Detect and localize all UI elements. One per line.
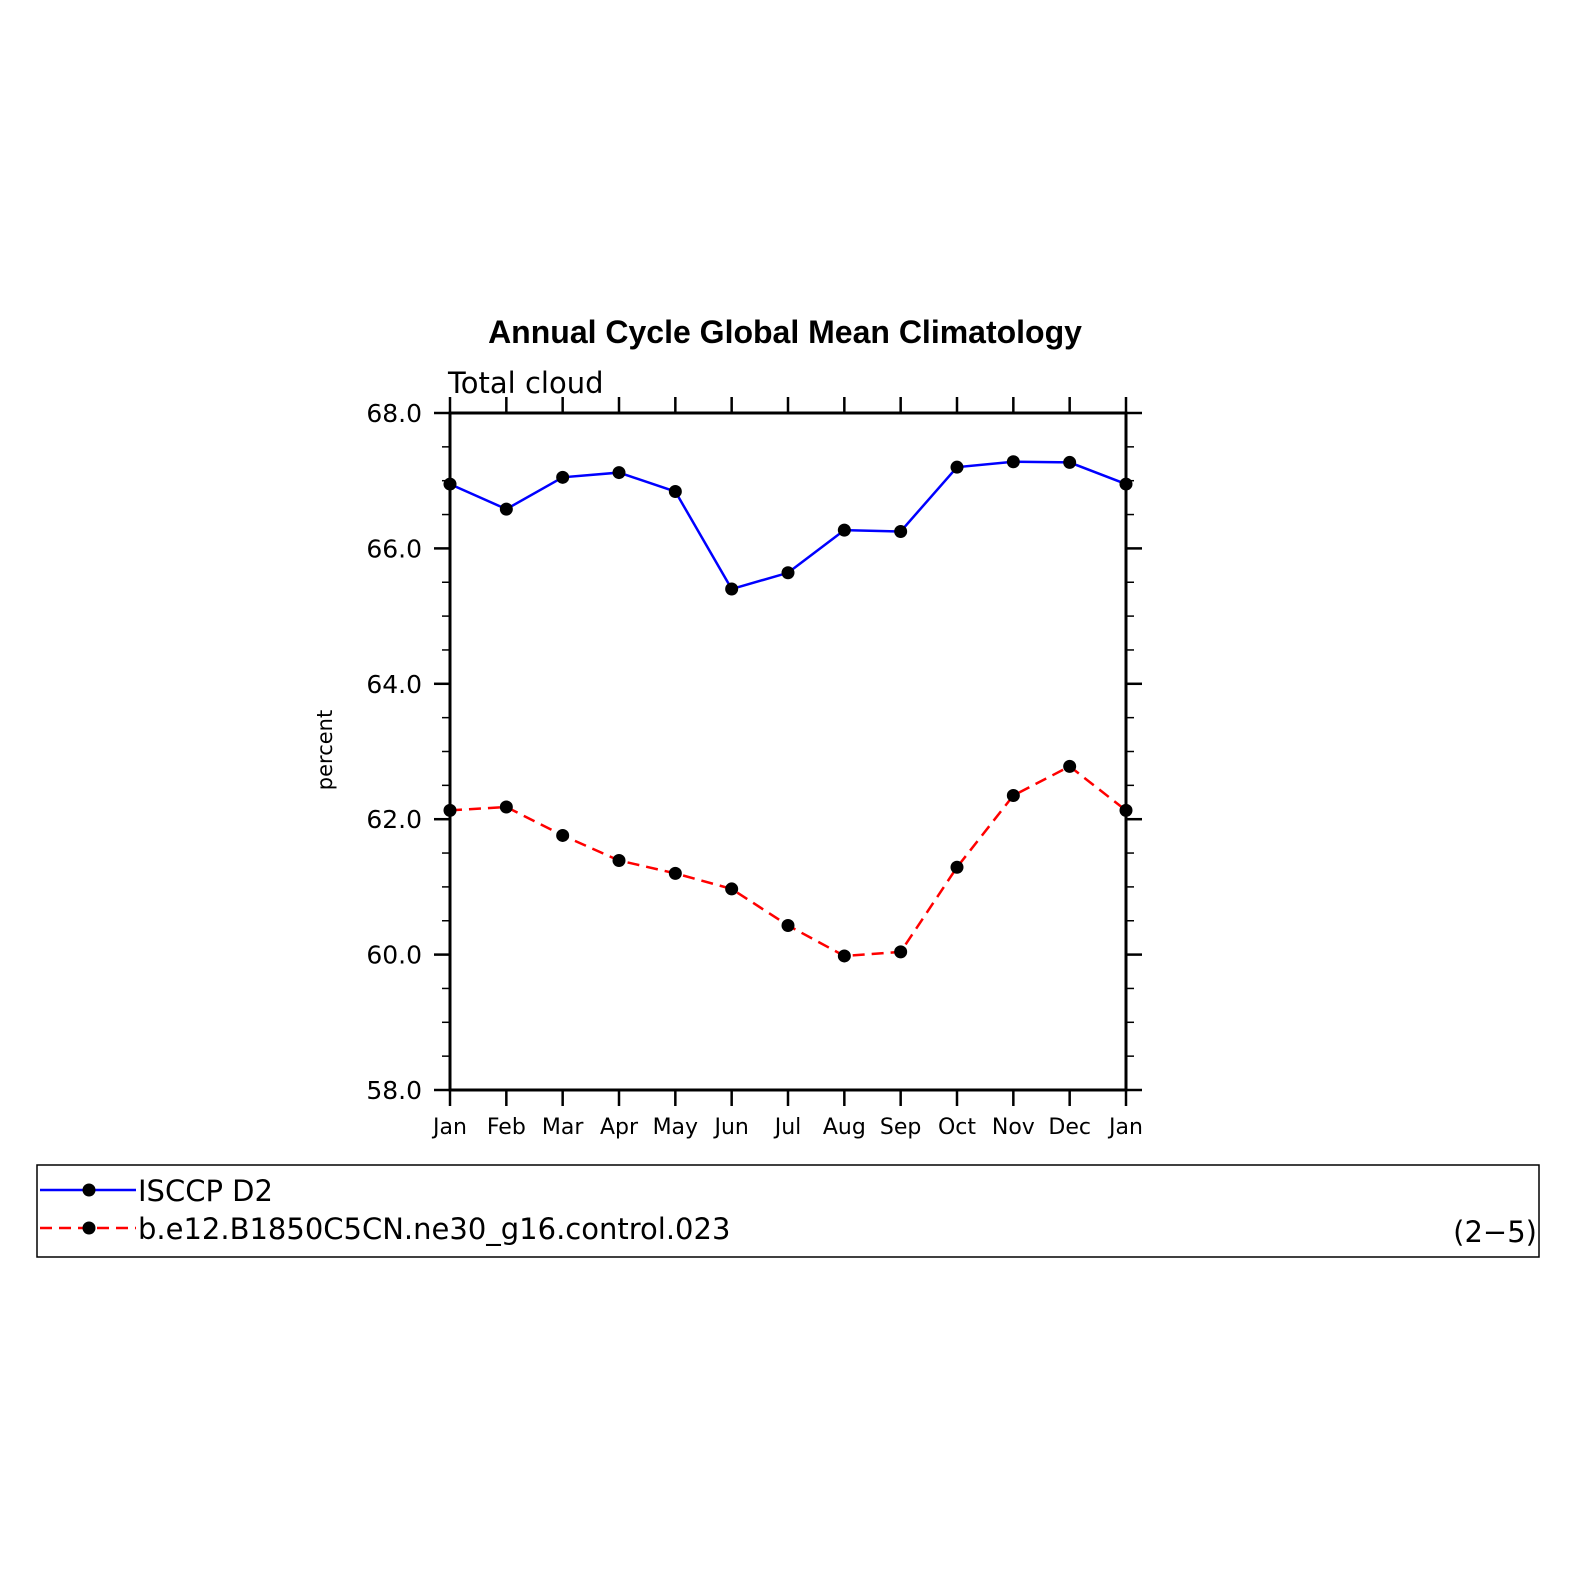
data-point	[668, 485, 682, 499]
data-point	[781, 918, 795, 932]
x-tick-label: Nov	[992, 1115, 1035, 1140]
data-point	[668, 866, 682, 880]
data-point	[612, 466, 626, 480]
x-tick-label: Jan	[1107, 1115, 1143, 1140]
data-point	[556, 828, 570, 842]
legend-marker-1	[82, 1221, 96, 1235]
data-point	[499, 502, 513, 516]
x-tick-label: Jul	[773, 1115, 802, 1140]
y-axis-label: percent	[313, 710, 337, 790]
data-point	[837, 523, 851, 537]
chart-title: Annual Cycle Global Mean Climatology	[488, 314, 1082, 350]
data-point	[894, 524, 908, 538]
data-point	[1006, 789, 1020, 803]
data-point	[1063, 759, 1077, 773]
series-layer	[443, 455, 1133, 963]
legend-annotation: (2−5)	[1453, 1215, 1537, 1249]
data-point	[612, 853, 626, 867]
data-point	[1119, 477, 1133, 491]
x-tick-label: Sep	[880, 1115, 921, 1140]
legend: (2−5) ISCCP D2 b.e12.B1850C5CN.ne30_g16.c…	[36, 1164, 1540, 1258]
x-tick-label: Feb	[487, 1115, 526, 1140]
y-tick-label: 58.0	[366, 1076, 422, 1105]
y-tick-label: 68.0	[366, 399, 422, 428]
y-tick-label: 62.0	[366, 805, 422, 834]
data-point	[725, 882, 739, 896]
data-point	[1119, 803, 1133, 817]
legend-box	[36, 1164, 1540, 1258]
y-tick-label: 64.0	[366, 670, 422, 699]
data-point	[556, 470, 570, 484]
y-tick-label: 60.0	[366, 941, 422, 970]
data-point	[837, 949, 851, 963]
chart-subtitle: Total cloud	[447, 366, 603, 400]
x-tick-label: Jan	[431, 1115, 467, 1140]
data-point	[1006, 455, 1020, 469]
data-point	[1063, 455, 1077, 469]
x-tick-label: Apr	[600, 1115, 639, 1140]
x-tick-label: Oct	[938, 1115, 976, 1140]
data-point	[725, 582, 739, 596]
x-tick-label: Jun	[712, 1115, 748, 1140]
data-point	[781, 566, 795, 580]
data-point	[950, 860, 964, 874]
y-tick-label: 66.0	[366, 534, 422, 563]
data-point	[950, 460, 964, 474]
x-tick-label: May	[653, 1115, 698, 1140]
legend-marker-0	[82, 1183, 96, 1197]
x-tick-label: Aug	[823, 1115, 866, 1140]
legend-label-1: b.e12.B1850C5CN.ne30_g16.control.023	[138, 1212, 730, 1246]
data-point	[499, 800, 513, 814]
x-tick-label: Dec	[1048, 1115, 1091, 1140]
x-tick-label: Mar	[542, 1115, 584, 1140]
legend-label-0: ISCCP D2	[138, 1174, 273, 1208]
axes: 58.0 60.0 62.0 64.0 66.0 68.0 Jan Feb Mar Apr May J…	[366, 397, 1143, 1140]
plot-frame	[448, 411, 1128, 1092]
data-point	[443, 803, 457, 817]
data-point	[443, 477, 457, 491]
data-point	[894, 945, 908, 959]
